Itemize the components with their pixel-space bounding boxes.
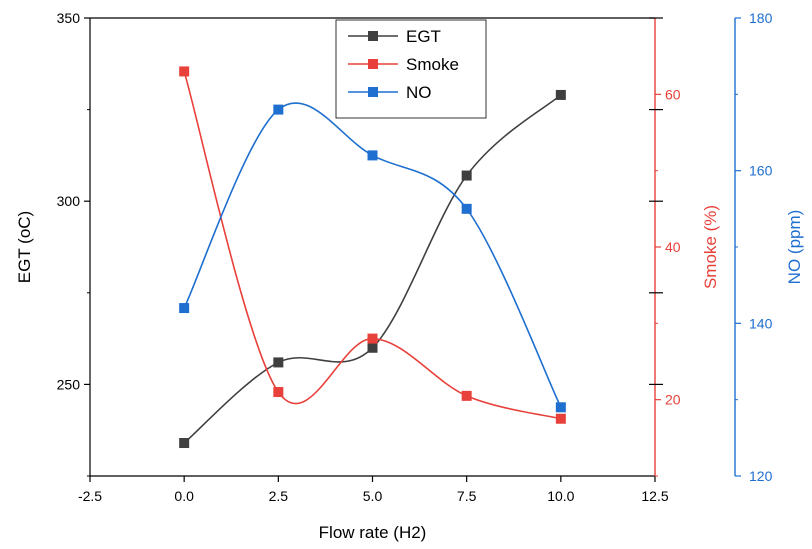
series-egt-point xyxy=(461,170,472,181)
legend-marker xyxy=(368,31,378,41)
y-right-1-tick-label: 20 xyxy=(665,392,681,408)
x-tick-label: 0.0 xyxy=(174,488,194,504)
y-right-2-axis-title: NO (ppm) xyxy=(785,210,804,285)
x-axis-title: Flow rate (H2) xyxy=(319,523,427,542)
series-no-point xyxy=(555,402,566,413)
series-egt-line xyxy=(183,94,562,444)
y-right-2-tick-label: 160 xyxy=(749,163,773,179)
series-egt-point xyxy=(179,438,190,449)
y-right-2-tick-label: 180 xyxy=(749,10,773,26)
legend: EGT Smoke NO xyxy=(335,19,487,119)
series-smoke-point xyxy=(273,387,284,398)
series-no-point xyxy=(179,303,190,314)
series-egt-point xyxy=(273,357,284,368)
y-left-tick-label: 250 xyxy=(57,376,81,392)
series-smoke xyxy=(179,66,566,424)
x-tick-label: -2.5 xyxy=(78,488,102,504)
legend-label: NO xyxy=(406,83,432,102)
y-right-1-tick-label: 40 xyxy=(665,239,681,255)
y-left-tick-label: 350 xyxy=(57,10,81,26)
y-axis-right-2: 120 140 160 180 NO (ppm) xyxy=(734,10,804,484)
x-tick-label: 7.5 xyxy=(457,488,477,504)
series-smoke-line xyxy=(183,71,562,420)
series-egt-point xyxy=(555,89,566,100)
y-right-2-tick-label: 120 xyxy=(749,468,773,484)
series-smoke-point xyxy=(179,66,190,77)
series-no-line xyxy=(183,102,562,408)
y-axis-right-1: 20 40 60 Smoke (%) xyxy=(649,17,720,477)
y-left-tick-label: 300 xyxy=(57,193,81,209)
series-smoke-point xyxy=(555,413,566,424)
x-tick-label: 2.5 xyxy=(269,488,289,504)
series-no-point xyxy=(367,150,378,161)
series-layer xyxy=(179,66,566,449)
series-egt xyxy=(179,89,566,449)
legend-label: Smoke xyxy=(406,55,459,74)
y-right-2-tick-label: 140 xyxy=(749,315,773,331)
legend-marker xyxy=(368,87,378,97)
series-no xyxy=(179,102,566,413)
y-right-1-axis-title: Smoke (%) xyxy=(701,205,720,289)
series-smoke-point xyxy=(461,390,472,401)
legend-marker xyxy=(368,59,378,69)
series-no-point xyxy=(461,203,472,214)
x-tick-label: 10.0 xyxy=(547,488,574,504)
series-no-point xyxy=(273,104,284,115)
x-tick-label: 5.0 xyxy=(363,488,383,504)
legend-label: EGT xyxy=(406,27,441,46)
y-left-axis-title: EGT (oC) xyxy=(15,211,34,283)
y-right-1-tick-label: 60 xyxy=(665,86,681,102)
series-egt-point xyxy=(367,342,378,353)
y-axis-left: 250 300 350 EGT (oC) xyxy=(15,10,90,477)
series-smoke-point xyxy=(367,333,378,344)
x-axis: -2.5 0.0 2.5 5.0 7.5 10.0 12.5 Flow rate (H2) xyxy=(78,476,669,542)
x-tick-label: 12.5 xyxy=(641,488,668,504)
